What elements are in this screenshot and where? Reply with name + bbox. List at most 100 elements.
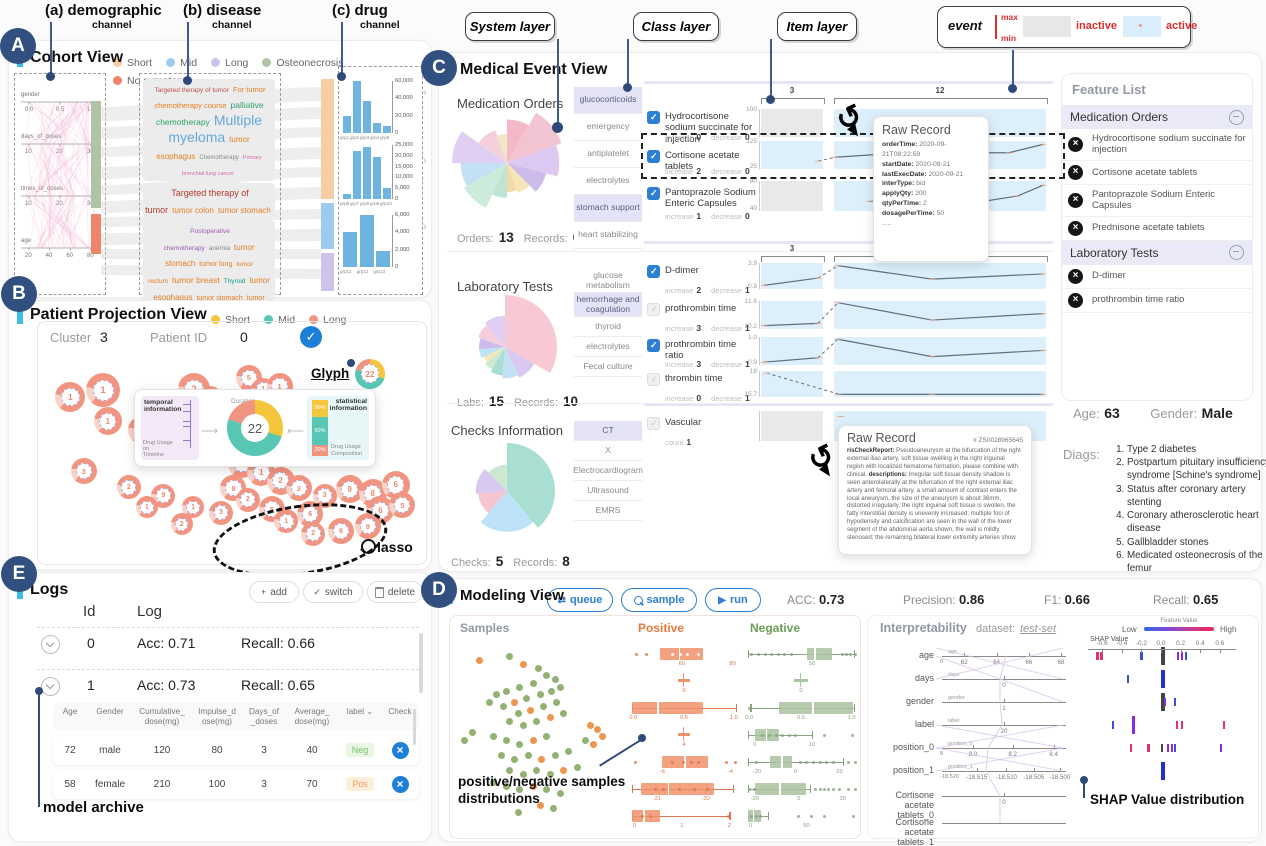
- item-label[interactable]: thrombin time: [665, 373, 723, 384]
- sample-dot[interactable]: [582, 737, 589, 744]
- column-header[interactable]: Age: [62, 707, 78, 716]
- wordcloud-term[interactable]: Thyroid: [223, 278, 246, 286]
- label-badge[interactable]: Neg: [345, 743, 375, 758]
- wordcloud-term[interactable]: Primary bronchial lung cancer: [181, 154, 262, 178]
- class-cell-thyroid[interactable]: thyroid: [574, 317, 642, 337]
- bar[interactable]: [353, 81, 361, 133]
- wordcloud-term[interactable]: tumor esophagus: [156, 134, 250, 161]
- cohort-bar-long[interactable]: [321, 253, 334, 291]
- item-label[interactable]: prothrombin time: [665, 303, 737, 314]
- remove-feature-icon[interactable]: ×: [1068, 136, 1083, 152]
- sample-dot[interactable]: [550, 805, 558, 813]
- wordcloud-term[interactable]: Multiple myeloma: [168, 112, 263, 145]
- item-checkbox[interactable]: [647, 111, 660, 124]
- patient-glyph[interactable]: 1: [86, 373, 121, 408]
- sample-dot[interactable]: [546, 714, 554, 722]
- bar[interactable]: [363, 147, 371, 199]
- sample-dot[interactable]: [524, 752, 532, 760]
- sample-dot[interactable]: [516, 786, 524, 794]
- sample-dot[interactable]: [519, 771, 527, 779]
- patient-glyph[interactable]: 2: [116, 475, 141, 500]
- patient-glyph[interactable]: 3: [312, 483, 337, 508]
- column-header[interactable]: label ⌄: [346, 707, 374, 716]
- sample-dot[interactable]: [540, 702, 547, 710]
- feature-group-header[interactable]: Laboratory Tests: [1062, 240, 1252, 265]
- cohort-bar-short[interactable]: [321, 79, 334, 199]
- item-checkbox[interactable]: [647, 265, 660, 278]
- patient-glyph[interactable]: 5: [389, 492, 416, 519]
- timeline-segment-active[interactable]: [834, 337, 1046, 365]
- sample-dot[interactable]: [503, 782, 511, 790]
- feature-list-item[interactable]: × D-dimer: [1062, 265, 1252, 289]
- rose-chart-3[interactable]: [459, 443, 555, 539]
- sample-dot[interactable]: [546, 771, 554, 779]
- item-checkbox[interactable]: [647, 303, 660, 316]
- sample-dot[interactable]: [506, 653, 514, 661]
- class-cell-electrolytes[interactable]: electrolytes: [574, 168, 642, 195]
- sample-dot[interactable]: [573, 763, 581, 771]
- chevron-right-icon[interactable]: ›: [423, 155, 427, 167]
- sample-dot[interactable]: [523, 695, 531, 703]
- sample-dot[interactable]: [590, 740, 598, 748]
- patient-glyph[interactable]: 6: [328, 517, 354, 544]
- sample-dot[interactable]: [516, 740, 524, 748]
- patient-glyph[interactable]: 2: [170, 513, 193, 536]
- class-cell-Ultrasound[interactable]: Ultrasound: [574, 481, 642, 501]
- remove-feature-icon[interactable]: ×: [1068, 164, 1083, 180]
- item-checkbox[interactable]: [647, 150, 660, 163]
- remove-feature-icon[interactable]: ×: [1068, 292, 1083, 308]
- wordcloud-term[interactable]: Targeted therapy of tumor: [145, 187, 249, 215]
- remove-sample-button[interactable]: ×: [391, 741, 409, 759]
- switch-button[interactable]: ✓ switch: [303, 581, 363, 603]
- class-cell-Electrocardiogram[interactable]: Electrocardiogram: [573, 461, 643, 481]
- label-badge[interactable]: Pos: [346, 777, 374, 792]
- sample-dot[interactable]: [587, 721, 595, 729]
- sample-dot[interactable]: [489, 778, 497, 786]
- sample-dot[interactable]: [551, 752, 559, 760]
- timeline-segment-inactive[interactable]: [761, 181, 823, 211]
- feature-group-header[interactable]: Medication Orders: [1062, 105, 1252, 129]
- feature-list-item[interactable]: × Hydrocortisone sodium succinate for inj…: [1062, 129, 1252, 161]
- patient-glyph[interactable]: 2: [235, 487, 260, 512]
- column-header[interactable]: Days_of _doses: [248, 707, 280, 726]
- drug-chart-1[interactable]: [342, 81, 393, 133]
- item-checkbox[interactable]: [647, 339, 660, 352]
- chevron-right-icon[interactable]: ›: [423, 87, 427, 99]
- sample-dot[interactable]: [556, 683, 564, 691]
- table-row[interactable]: 58 female 210 100 3 70 Pos ×: [53, 769, 419, 799]
- feature-list-item[interactable]: × prothrombin time ratio: [1062, 289, 1252, 313]
- sample-dot[interactable]: [498, 752, 505, 760]
- scrollbar-thumb[interactable]: [419, 633, 423, 693]
- sample-dot[interactable]: [593, 725, 601, 733]
- sample-dot[interactable]: [476, 657, 484, 665]
- expand-row-button[interactable]: [41, 677, 60, 696]
- sample-dot[interactable]: [598, 733, 606, 741]
- sample-dot[interactable]: [529, 782, 537, 790]
- timeline-segment-inactive[interactable]: [761, 411, 823, 441]
- patient-glyph[interactable]: 9: [354, 513, 381, 540]
- patient-glyph[interactable]: 1: [93, 407, 122, 436]
- chevron-right-icon[interactable]: ›: [423, 221, 427, 233]
- sample-dot[interactable]: [548, 687, 556, 695]
- sample-dot[interactable]: [551, 676, 559, 684]
- wordcloud-term[interactable]: palliative chemotherapy: [155, 100, 264, 128]
- sample-dot[interactable]: [514, 809, 522, 817]
- cohort-bar-mid[interactable]: [321, 203, 334, 249]
- sample-dot[interactable]: [511, 756, 519, 763]
- sample-dot[interactable]: [560, 767, 568, 775]
- class-cell-EMRS[interactable]: EMRS: [574, 501, 642, 521]
- remove-sample-button[interactable]: ×: [391, 775, 409, 793]
- wordcloud-term[interactable]: Targeted therapy of tumor: [154, 86, 229, 94]
- wordcloud-term[interactable]: tumor rectum: [148, 261, 253, 286]
- sample-dot[interactable]: [565, 748, 573, 756]
- class-cell-glucose-metabolism[interactable]: glucose metabolism: [574, 269, 642, 293]
- patient-glyph[interactable]: 1: [182, 496, 205, 519]
- sample-dot[interactable]: [526, 706, 534, 714]
- sample-dot[interactable]: [506, 767, 514, 775]
- add-button[interactable]: + add: [249, 581, 299, 603]
- drug-chart-2[interactable]: [342, 145, 393, 199]
- cohort-bar-no-symptoms[interactable]: [91, 214, 101, 254]
- remove-feature-icon[interactable]: ×: [1068, 192, 1083, 208]
- column-header[interactable]: Impulse_d ose(mg): [198, 707, 236, 726]
- feature-list-item[interactable]: × Cortisone acetate tablets: [1062, 161, 1252, 185]
